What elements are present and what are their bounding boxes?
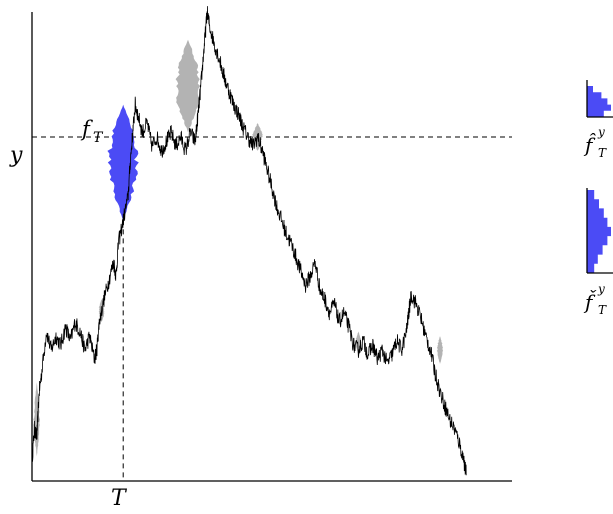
f-hat-label: f̂ — [583, 133, 597, 157]
y-axis-symbol: y — [9, 143, 23, 168]
random-walk-path — [31, 6, 467, 476]
mini-hat-panel: f̂ y T — [583, 80, 613, 160]
mini-hat-histogram — [587, 86, 611, 117]
f-hat-subscript: T — [598, 146, 607, 160]
f-check-label: f̌ — [583, 290, 597, 314]
gray-density-blob — [436, 336, 444, 364]
f-check-subscript: T — [598, 303, 607, 317]
gray-density-blob — [33, 382, 40, 457]
gray-blobs — [33, 39, 444, 457]
main-axes — [31, 12, 512, 482]
f-main-label: f — [80, 117, 93, 141]
f-check-superscript: y — [597, 282, 605, 296]
gray-density-blob — [175, 39, 201, 133]
x-axis-symbol: T — [111, 486, 128, 511]
highlighted-density-blob — [107, 104, 139, 221]
mini-check-histogram — [587, 190, 611, 273]
mini-check-panel: f̌ y T — [583, 188, 613, 317]
f-hat-superscript: y — [597, 125, 605, 139]
f-main-subscript: T — [93, 130, 104, 146]
